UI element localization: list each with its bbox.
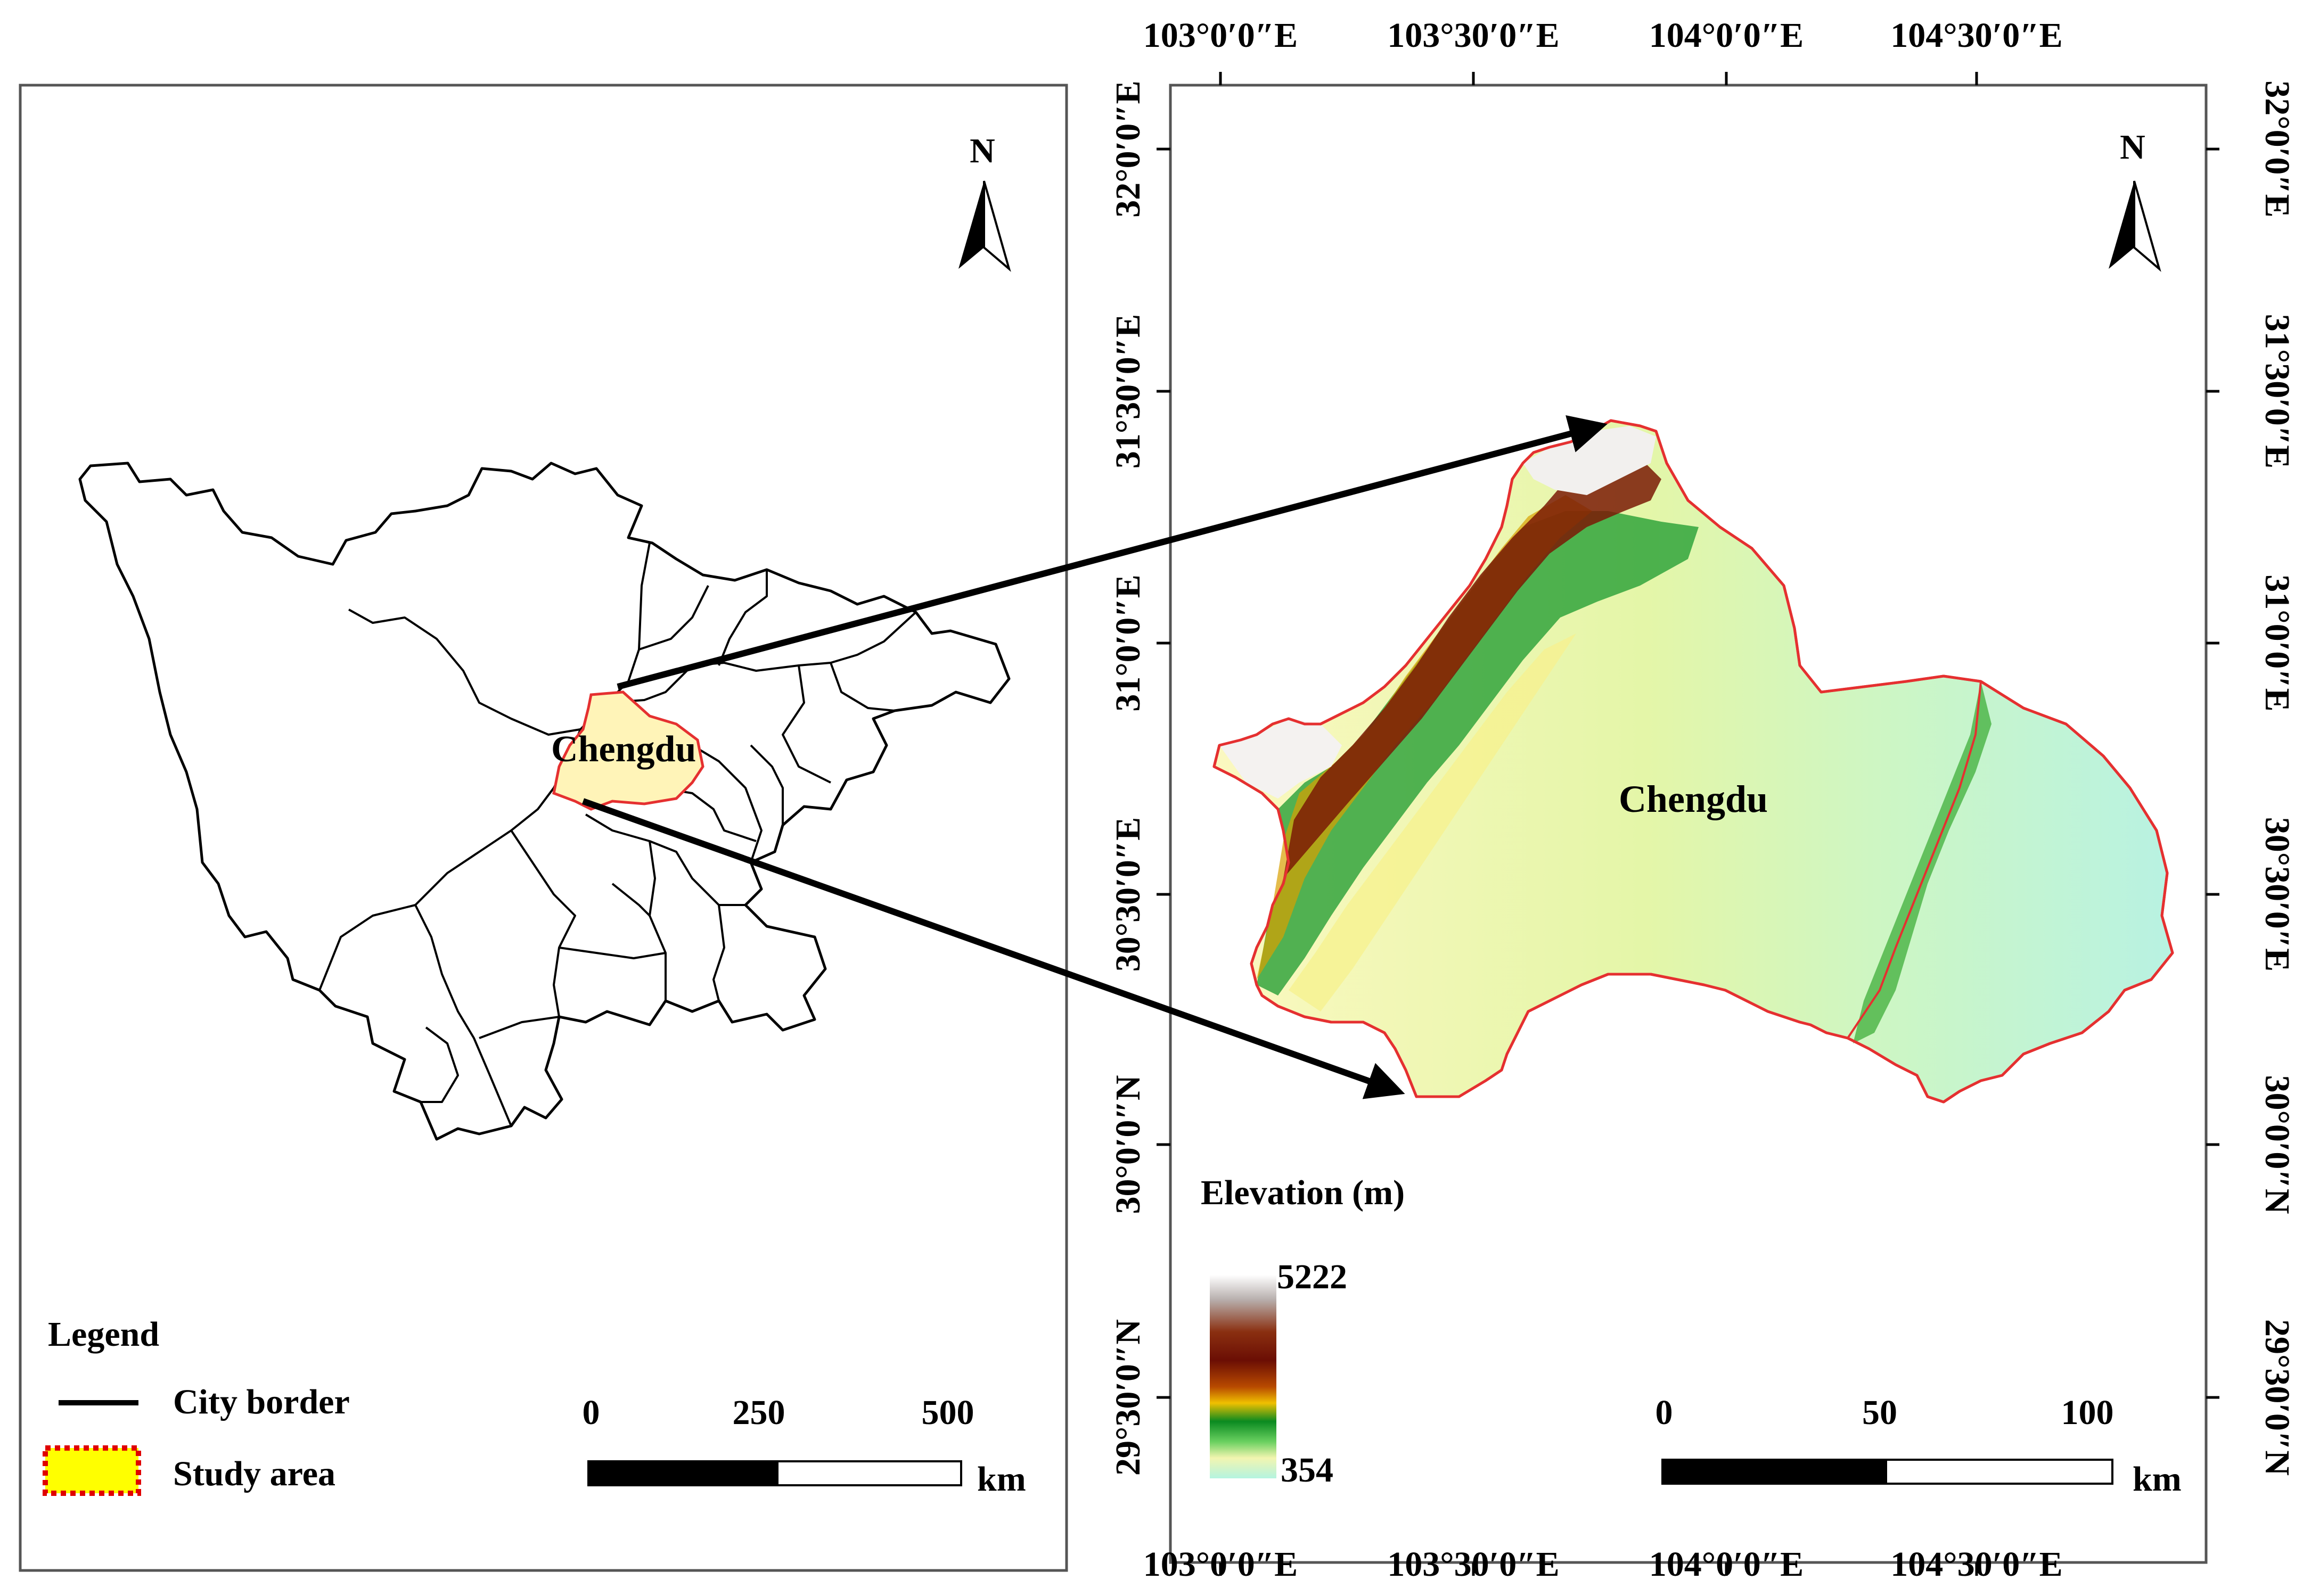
lat-label-right-4: 30°0′0″N <box>2258 1075 2297 1214</box>
chengdu-border-overlay <box>1212 419 2174 1104</box>
graticule-ticks <box>1157 72 2219 1576</box>
snow-peaks-nw <box>1219 719 1342 799</box>
latitude-labels-right: 32°0′0″E 31°30′0″E 31°0′0″E 30°30′0″E 30… <box>2258 80 2297 1476</box>
elevation-color-ramp <box>1210 1275 1276 1478</box>
mountain-belt-brown <box>1283 453 1661 878</box>
connector-arrow-bottom <box>581 798 1405 1099</box>
locator-north-arrow: N <box>958 131 1011 272</box>
longquan-ridge <box>1853 681 1991 1043</box>
detail-scale-white <box>1885 1459 2113 1485</box>
elevation-min: 354 <box>1281 1451 1333 1490</box>
detail-north-arrow-icon-right <box>2133 180 2161 272</box>
lat-label-right-3: 30°30′0″E <box>2258 817 2297 972</box>
elevation-max: 5222 <box>1277 1257 1347 1296</box>
lon-label-top-1: 103°30′0″E <box>1387 16 1559 55</box>
detail-scale-tick-1: 50 <box>1862 1393 1897 1432</box>
locator-scale-bar: 0 250 500 km <box>583 1393 1026 1499</box>
lon-label-bottom-3: 104°30′0″E <box>1890 1545 2062 1584</box>
chengdu-elevation-map <box>1212 419 2174 1104</box>
snow-peaks-n <box>1523 426 1656 495</box>
legend-study-area-label: Study area <box>173 1454 335 1493</box>
lat-label-left-5: 29°30′0″N <box>1109 1319 1148 1476</box>
district-border <box>1847 681 1982 1039</box>
latitude-labels-left: 32°0′0″E 31°30′0″E 31°0′0″E 30°30′0″E 30… <box>1109 80 1148 1476</box>
locator-scale-tick-0: 0 <box>583 1393 600 1432</box>
locator-scale-tick-1: 250 <box>733 1393 785 1432</box>
elevation-legend-title: Elevation (m) <box>1201 1173 1405 1212</box>
locator-legend: Legend City border Study area <box>43 1315 350 1496</box>
lat-label-left-0: 32°0′0″E <box>1109 80 1148 217</box>
detail-scale-tick-0: 0 <box>1655 1393 1673 1432</box>
north-label: N <box>970 131 995 170</box>
lon-label-top-0: 103°0′0″E <box>1143 16 1298 55</box>
legend-city-border-label: City border <box>173 1383 350 1421</box>
foothill-yellow <box>1289 634 1576 1011</box>
lat-label-left-4: 30°0′0″N <box>1109 1075 1148 1214</box>
lon-label-bottom-2: 104°0′0″E <box>1649 1545 1804 1584</box>
lat-label-left-2: 31°0′0″E <box>1109 574 1148 711</box>
locator-region-label: Chengdu <box>551 729 696 770</box>
detail-north-arrow-icon <box>2109 181 2134 269</box>
locator-scale-tick-2: 500 <box>922 1393 974 1432</box>
elevation-legend: Elevation (m) 5222 354 <box>1201 1173 1405 1490</box>
locator-scale-unit: km <box>977 1460 1026 1499</box>
lon-label-bottom-0: 103°0′0″E <box>1143 1545 1298 1584</box>
north-arrow-icon <box>958 181 984 269</box>
lat-label-right-5: 29°30′0″N <box>2258 1319 2297 1476</box>
detail-region-label: Chengdu <box>1619 778 1768 820</box>
lon-label-top-3: 104°30′0″E <box>1890 16 2062 55</box>
detail-scale-tick-2: 100 <box>2061 1393 2114 1432</box>
longitude-labels-top: 103°0′0″E 103°30′0″E 104°0′0″E 104°30′0″… <box>1143 16 2063 55</box>
detail-scale-unit: km <box>2133 1460 2182 1499</box>
lat-label-right-2: 31°0′0″E <box>2258 574 2297 711</box>
detail-scale-black <box>1661 1459 1887 1485</box>
lat-label-left-1: 31°30′0″E <box>1109 314 1148 468</box>
lat-label-right-0: 32°0′0″E <box>2258 80 2297 217</box>
north-arrow-icon-right <box>983 180 1011 272</box>
lat-label-left-3: 30°30′0″E <box>1109 817 1148 972</box>
chengdu-study-area <box>552 690 704 811</box>
detail-north-label: N <box>2120 128 2145 167</box>
locator-scale-white <box>776 1460 962 1486</box>
legend-title: Legend <box>48 1315 159 1354</box>
longitude-labels-bottom: 103°0′0″E 103°30′0″E 104°0′0″E 104°30′0″… <box>1143 1545 2063 1584</box>
connector-arrows <box>581 415 1608 1099</box>
lon-label-bottom-1: 103°30′0″E <box>1387 1545 1559 1584</box>
lon-label-top-2: 104°0′0″E <box>1649 16 1804 55</box>
detail-north-arrow: N <box>2109 128 2161 272</box>
study-area-symbol <box>43 1445 141 1496</box>
lat-label-right-1: 31°30′0″E <box>2258 314 2297 468</box>
city-borders <box>318 542 917 1126</box>
locator-scale-black <box>587 1460 778 1486</box>
connector-arrow-top <box>617 415 1608 690</box>
detail-scale-bar: 0 50 100 km <box>1655 1393 2182 1499</box>
